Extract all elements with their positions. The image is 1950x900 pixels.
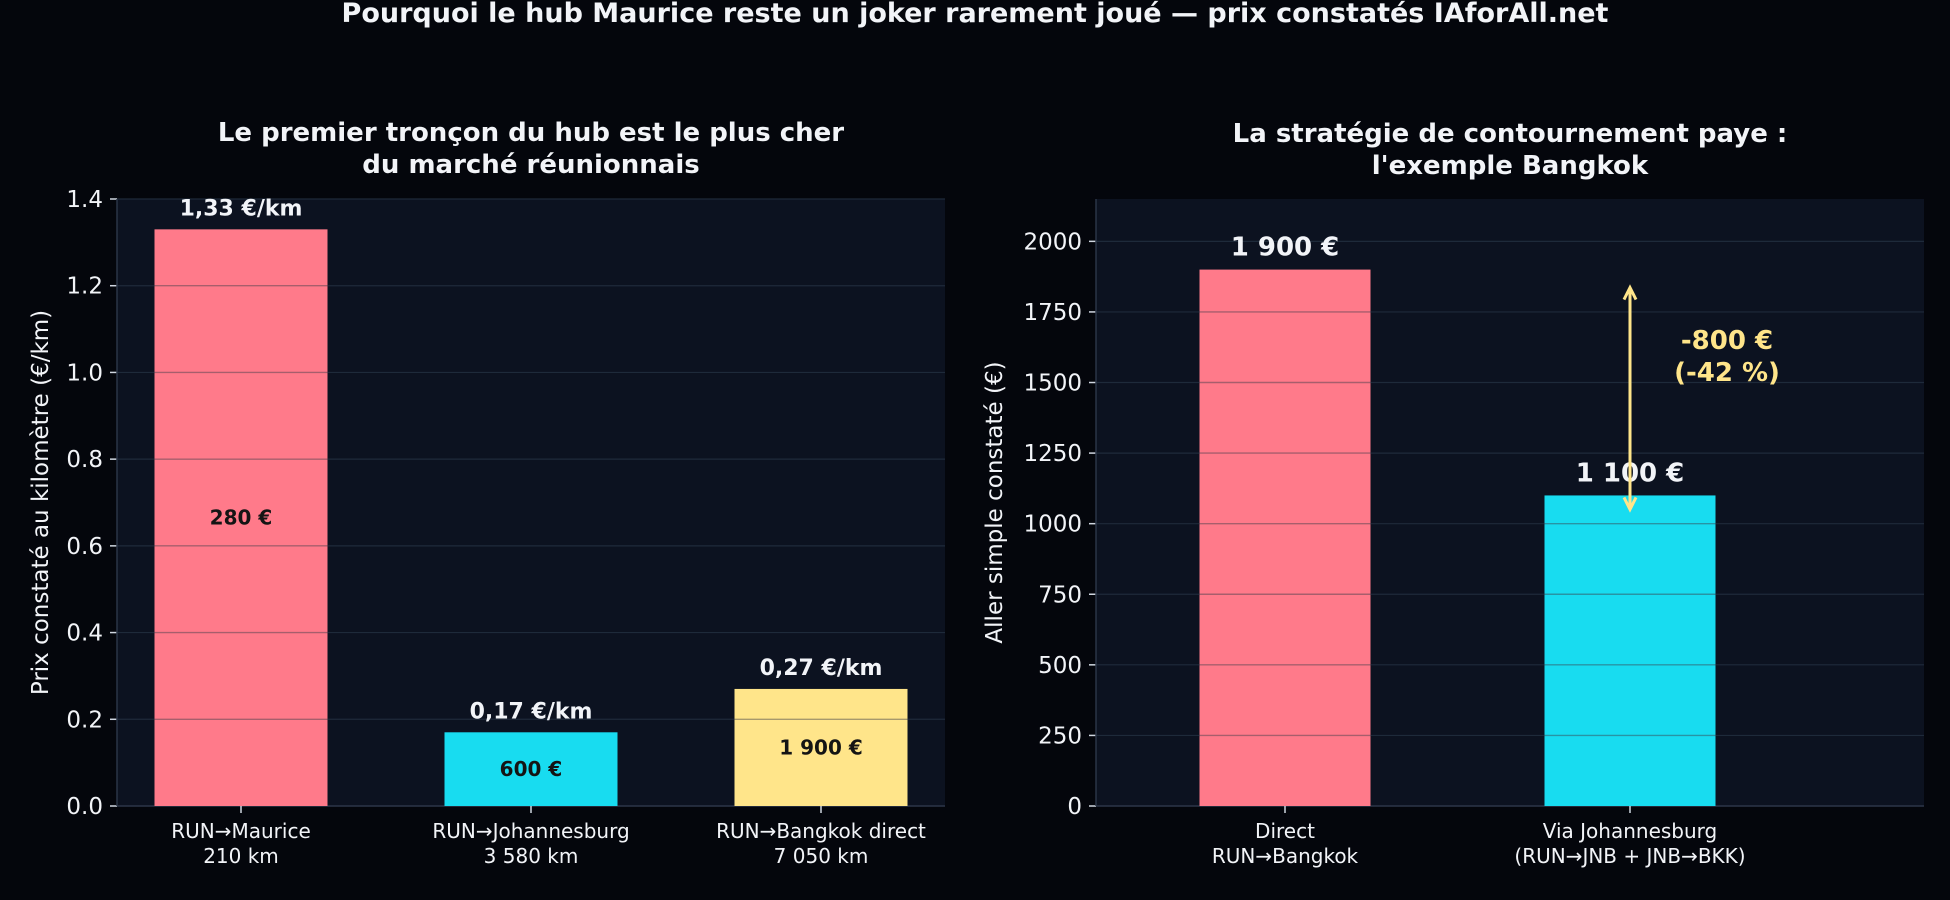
y-tick-label: 1500 bbox=[1023, 371, 1082, 397]
y-tick-label: 500 bbox=[1038, 653, 1082, 679]
bar-inner-label: 600 € bbox=[500, 757, 563, 781]
y-tick-label: 1750 bbox=[1023, 300, 1082, 326]
y-tick-label: 1.4 bbox=[66, 187, 103, 213]
y-tick-label: 1.0 bbox=[66, 360, 103, 386]
x-tick-label: 210 km bbox=[203, 844, 279, 868]
x-tick-label: RUN→Johannesburg bbox=[432, 819, 629, 843]
bar-value-label: 0,27 €/km bbox=[760, 656, 883, 681]
bar-value-label: 1,33 €/km bbox=[180, 196, 303, 221]
chart-title-line: Le premier tronçon du hub est le plus ch… bbox=[218, 118, 844, 148]
x-tick-label: Direct bbox=[1255, 819, 1315, 843]
y-tick-label: 0.4 bbox=[66, 621, 103, 647]
bar-value-label: 1 900 € bbox=[1231, 233, 1340, 263]
bar bbox=[1544, 495, 1716, 806]
y-tick-label: 2000 bbox=[1023, 229, 1082, 255]
bar bbox=[734, 688, 908, 806]
bar bbox=[1199, 269, 1371, 806]
chart-right: La stratégie de contournement paye :l'ex… bbox=[982, 119, 1924, 868]
chart-title-line: l'exemple Bangkok bbox=[1372, 151, 1649, 181]
y-tick-label: 750 bbox=[1038, 582, 1082, 608]
bar-inner-label: 280 € bbox=[210, 506, 273, 530]
x-tick-label: Via Johannesburg bbox=[1543, 819, 1718, 843]
y-tick-label: 1000 bbox=[1023, 512, 1082, 538]
x-tick-label: RUN→Bangkok direct bbox=[716, 819, 926, 843]
y-tick-label: 0 bbox=[1067, 794, 1082, 820]
y-tick-label: 0.6 bbox=[66, 534, 103, 560]
x-tick-label: RUN→Bangkok bbox=[1212, 844, 1359, 868]
y-tick-label: 0.0 bbox=[66, 794, 103, 820]
bar bbox=[154, 229, 328, 807]
annotation-arrowhead-down bbox=[1622, 496, 1638, 513]
figure-title: Pourquoi le hub Maurice reste un joker r… bbox=[342, 0, 1609, 29]
bar-value-label: 0,17 €/km bbox=[470, 699, 593, 724]
y-tick-label: 1.2 bbox=[66, 274, 103, 300]
y-axis-label: Prix constaté au kilomètre (€/km) bbox=[28, 310, 54, 695]
annotation-label: (-42 %) bbox=[1674, 358, 1780, 388]
y-tick-label: 1250 bbox=[1023, 441, 1082, 467]
bar-inner-label: 1 900 € bbox=[779, 735, 863, 759]
y-tick-label: 0.8 bbox=[66, 447, 103, 473]
annotation-arrowhead-up bbox=[1622, 284, 1638, 301]
bar bbox=[444, 732, 618, 806]
x-tick-label: (RUN→JNB + JNB→BKK) bbox=[1514, 844, 1745, 868]
annotation-label: -800 € bbox=[1681, 326, 1773, 356]
chart-title-line: La stratégie de contournement paye : bbox=[1233, 119, 1788, 149]
chart-title-line: du marché réunionnais bbox=[362, 150, 699, 180]
y-tick-label: 0.2 bbox=[66, 707, 103, 733]
chart-left: Le premier tronçon du hub est le plus ch… bbox=[28, 118, 945, 868]
x-tick-label: 3 580 km bbox=[484, 844, 579, 868]
y-axis-label: Aller simple constaté (€) bbox=[982, 361, 1008, 643]
x-tick-label: 7 050 km bbox=[774, 844, 869, 868]
x-tick-label: RUN→Maurice bbox=[171, 819, 311, 843]
y-tick-label: 250 bbox=[1038, 723, 1082, 749]
